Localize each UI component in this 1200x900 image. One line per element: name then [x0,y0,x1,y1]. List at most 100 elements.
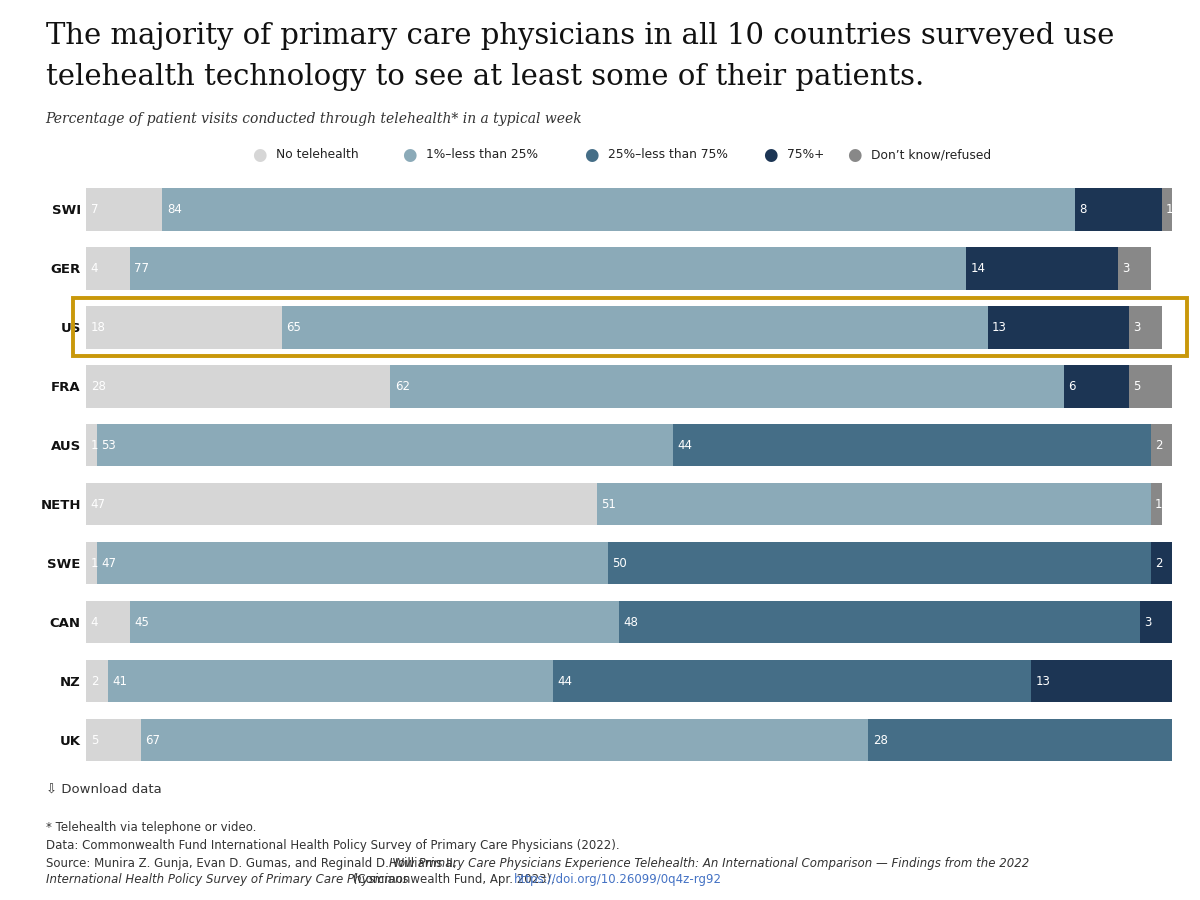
Text: 5: 5 [91,734,98,746]
Text: 48: 48 [623,616,637,628]
Text: 6: 6 [1068,380,1075,392]
Bar [1118,248,1151,290]
Text: ●: ● [252,146,266,164]
Text: 62: 62 [395,380,410,392]
Bar [86,306,282,348]
Bar [673,424,1151,466]
Text: ●: ● [402,146,416,164]
Text: 77: 77 [134,262,149,274]
Bar [86,483,596,526]
Bar [97,424,673,466]
Bar [988,306,1129,348]
Text: Data: Commonwealth Fund International Health Policy Survey of Primary Care Physi: Data: Commonwealth Fund International He… [46,839,619,851]
Text: 47: 47 [91,498,106,510]
Bar [86,248,130,290]
Text: 18: 18 [91,321,106,334]
Text: 13: 13 [1036,675,1050,688]
Bar [282,306,988,348]
Bar [86,542,97,584]
Text: 1: 1 [91,557,98,570]
Text: 1: 1 [1156,498,1163,510]
Text: 7: 7 [91,203,98,216]
Bar [86,424,97,466]
Text: * Telehealth via telephone or video.: * Telehealth via telephone or video. [46,821,256,833]
Bar [553,660,1031,702]
Text: 84: 84 [167,203,181,216]
Text: 14: 14 [971,262,985,274]
Text: 1: 1 [91,439,98,452]
Text: 51: 51 [601,498,616,510]
Text: 1: 1 [1177,557,1184,570]
Bar [86,188,162,230]
Bar [86,660,108,702]
Text: telehealth technology to see at least some of their patients.: telehealth technology to see at least so… [46,63,924,91]
Bar [966,248,1118,290]
Bar [1151,483,1162,526]
Text: 65: 65 [287,321,301,334]
Bar [596,483,1151,526]
Bar [390,365,1063,408]
Text: 4: 4 [91,616,98,628]
Text: ●: ● [584,146,599,164]
Text: 45: 45 [134,616,149,628]
Text: ⇩ Download data: ⇩ Download data [46,783,161,796]
Text: 13: 13 [992,321,1007,334]
Bar [162,188,1075,230]
Bar [130,248,966,290]
Text: (Commonwealth Fund, Apr. 2023).: (Commonwealth Fund, Apr. 2023). [349,873,559,886]
Bar [86,601,130,644]
Text: How Primary Care Physicians Experience Telehealth: An International Comparison —: How Primary Care Physicians Experience T… [389,857,1030,869]
Text: 8: 8 [1079,203,1086,216]
Bar [1129,365,1183,408]
Bar [1075,188,1162,230]
Text: 2: 2 [1156,557,1163,570]
Bar [618,601,1140,644]
Bar [1140,601,1172,644]
Bar [86,365,390,408]
Bar [607,542,1151,584]
Text: 75%+: 75%+ [787,148,824,161]
Text: 41: 41 [113,675,127,688]
Text: 28: 28 [91,380,106,392]
Bar [1151,424,1172,466]
Bar [108,660,553,702]
Text: 50: 50 [612,557,626,570]
Text: 25%–less than 75%: 25%–less than 75% [608,148,728,161]
Text: No telehealth: No telehealth [276,148,359,161]
Text: 44: 44 [677,439,692,452]
Text: 5: 5 [1133,380,1141,392]
Text: 2: 2 [1156,439,1163,452]
Bar [140,719,869,761]
Bar [130,601,618,644]
Text: 44: 44 [558,675,572,688]
Text: Source: Munira Z. Gunja, Evan D. Gumas, and Reginald D. Williams II,: Source: Munira Z. Gunja, Evan D. Gumas, … [46,857,460,869]
Text: 67: 67 [145,734,160,746]
Text: 1%–less than 25%: 1%–less than 25% [426,148,538,161]
Bar [1063,365,1129,408]
Bar [1031,660,1172,702]
Bar [1162,188,1172,230]
Bar [1151,542,1172,584]
Bar [86,719,140,761]
Text: The majority of primary care physicians in all 10 countries surveyed use: The majority of primary care physicians … [46,22,1114,50]
Text: 3: 3 [1133,321,1141,334]
Text: Don’t know/refused: Don’t know/refused [871,148,991,161]
Text: 28: 28 [872,734,888,746]
Text: 2: 2 [91,675,98,688]
Bar [1129,306,1162,348]
Bar [1172,542,1183,584]
Text: 47: 47 [102,557,116,570]
Text: 4: 4 [91,262,98,274]
Text: 1: 1 [1166,203,1174,216]
Text: 1: 1 [1177,616,1184,628]
Bar [869,719,1172,761]
Text: 3: 3 [1122,262,1130,274]
Bar [1172,601,1183,644]
Text: 3: 3 [1144,616,1152,628]
Text: ●: ● [847,146,862,164]
Text: International Health Policy Survey of Primary Care Physicians: International Health Policy Survey of Pr… [46,873,408,886]
Text: Percentage of patient visits conducted through telehealth* in a typical week: Percentage of patient visits conducted t… [46,112,582,126]
Text: https://doi.org/10.26099/0q4z-rg92: https://doi.org/10.26099/0q4z-rg92 [514,873,721,886]
Bar [97,542,607,584]
Text: 53: 53 [102,439,116,452]
